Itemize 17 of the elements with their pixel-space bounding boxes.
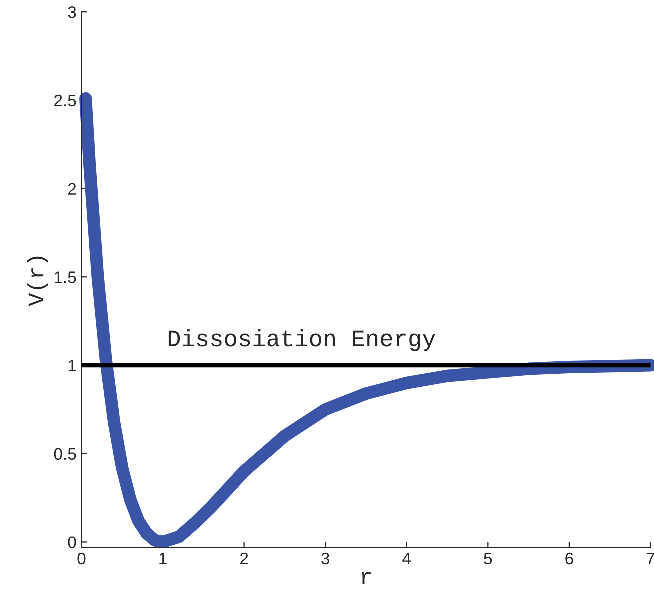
y-tick-label: 3 [68,6,76,18]
x-tick-label: 0 [78,552,86,565]
x-tick-label: 2 [240,552,248,564]
ref-line-label: Dissosiation Energy [168,329,436,352]
y-tick-label: 1 [68,360,76,372]
y-tick-label: 0.5 [54,448,76,460]
x-tick-label: 6 [566,552,574,565]
x-tick-label: 3 [322,552,330,565]
x-tick-label: 5 [484,553,492,565]
y-tick-label: 2 [68,183,76,195]
y-tick-label: 2.5 [54,94,76,107]
y-tick-label: 1.5 [54,272,76,284]
x-tick-label: 4 [402,553,412,564]
x-axis-title: r [362,572,371,584]
y-tick-label: 0 [68,536,76,548]
y-axis-title: V(r) [27,256,48,306]
x-tick-label: 1 [160,553,167,564]
